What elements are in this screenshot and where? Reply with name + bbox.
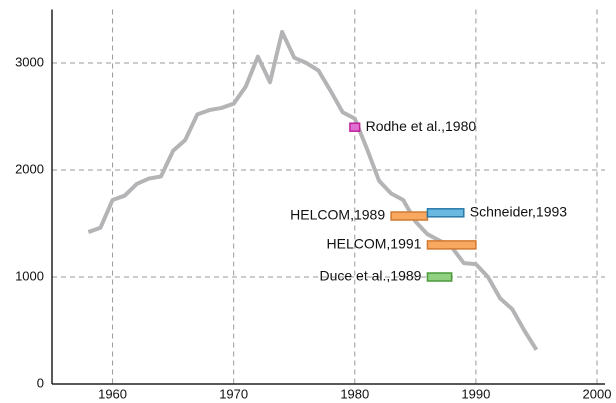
range-label: Duce et al.,1989 [319,268,421,284]
range-label: Rodhe et al.,1980 [366,118,477,134]
x-tick-label: 1990 [461,386,490,401]
x-tick-label: 1960 [98,386,127,401]
range-bar [349,122,361,132]
x-tick-label: 2000 [583,386,612,401]
y-tick-label: 2000 [15,161,44,176]
x-tick-label: 1970 [219,386,248,401]
y-tick-label: 1000 [15,268,44,283]
range-label: HELCOM,1991 [327,236,422,252]
range-bar [426,208,465,218]
x-tick-label: 1980 [340,386,369,401]
range-bar [426,272,453,282]
line [87,29,539,351]
range-bar [426,240,477,250]
y-tick-label: 3000 [15,54,44,69]
y-tick-label: 0 [37,375,44,390]
range-label: HELCOM,1989 [290,207,385,223]
range-label: Schneider,1993 [470,204,568,220]
range-bar [390,211,429,221]
